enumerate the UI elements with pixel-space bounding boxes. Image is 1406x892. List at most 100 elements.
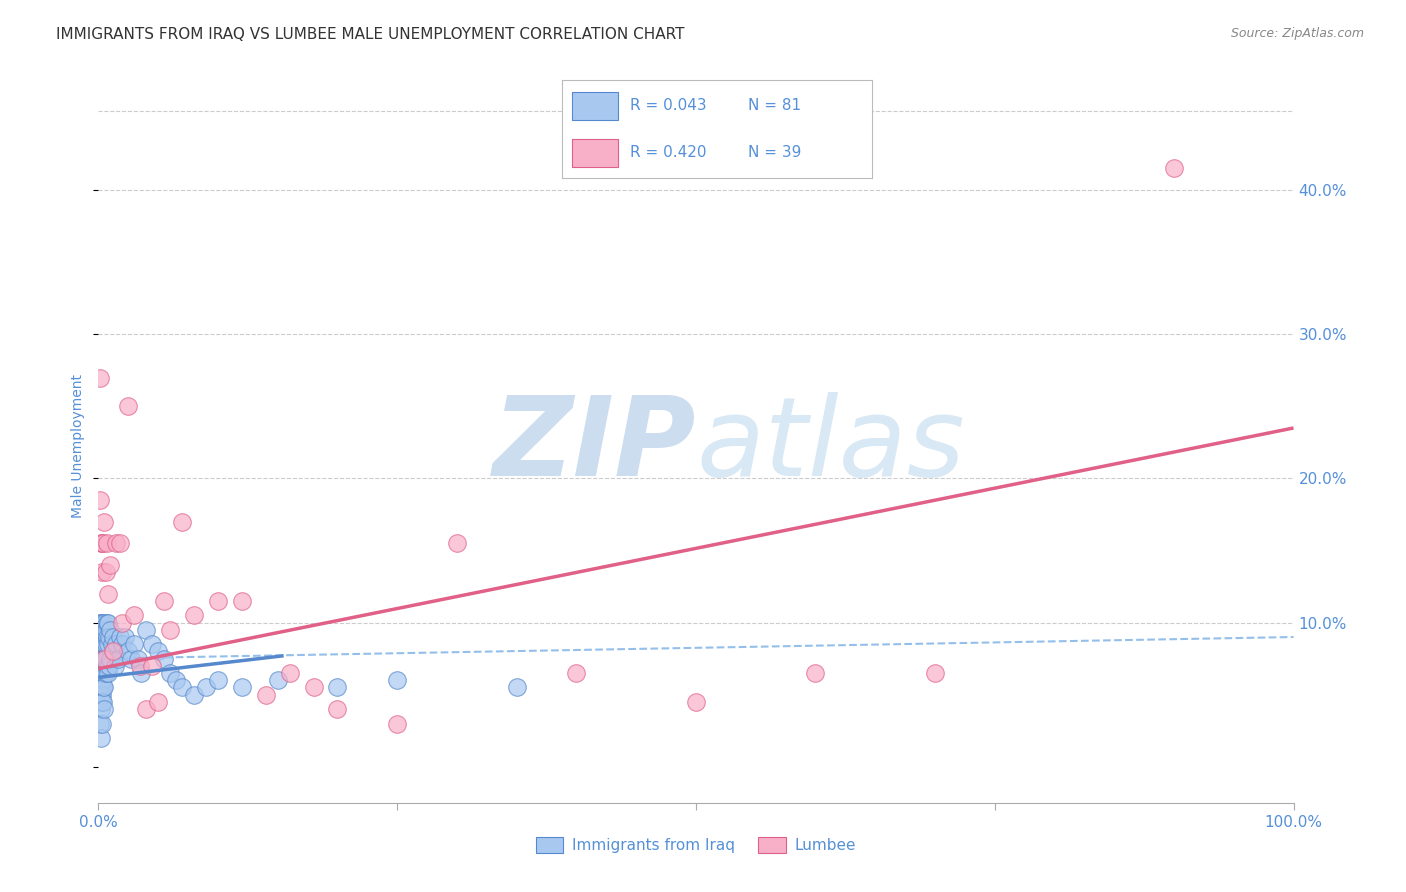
Point	[111, 615, 134, 630]
Y-axis label: Male Unemployment: Male Unemployment	[72, 374, 86, 518]
Bar	[572, 92, 619, 120]
Legend: Immigrants from Iraq, Lumbee: Immigrants from Iraq, Lumbee	[530, 831, 862, 859]
Point	[159, 623, 181, 637]
Point	[107, 651, 129, 665]
Point	[90, 702, 112, 716]
Point	[93, 515, 115, 529]
Point	[91, 565, 114, 579]
Point	[91, 536, 114, 550]
Point	[153, 594, 176, 608]
Text: Source: ZipAtlas.com: Source: ZipAtlas.com	[1230, 27, 1364, 40]
Point	[172, 515, 194, 529]
Text: R = 0.043: R = 0.043	[630, 98, 707, 113]
Point	[231, 594, 253, 608]
Point	[97, 637, 120, 651]
Point	[93, 615, 115, 630]
Point	[94, 651, 117, 665]
Point	[105, 637, 128, 651]
Point	[97, 666, 120, 681]
Point	[91, 673, 114, 688]
Point	[96, 615, 118, 630]
Point	[91, 623, 114, 637]
Point	[103, 644, 125, 658]
Point	[98, 623, 122, 637]
Point	[91, 695, 114, 709]
Point	[91, 658, 114, 673]
Point	[90, 644, 112, 658]
Bar	[572, 139, 619, 167]
Point	[506, 681, 529, 695]
Point	[91, 630, 114, 644]
Point	[267, 673, 290, 688]
Text: N = 39: N = 39	[748, 145, 801, 161]
Point	[101, 630, 124, 644]
Point	[90, 536, 112, 550]
Point	[89, 615, 111, 630]
Point	[385, 716, 409, 731]
Point	[148, 644, 170, 658]
Point	[91, 695, 114, 709]
Point	[98, 651, 122, 665]
Point	[89, 370, 111, 384]
Point	[127, 651, 149, 665]
Point	[114, 630, 136, 644]
Point	[385, 673, 409, 688]
Point	[446, 536, 468, 550]
Point	[254, 688, 277, 702]
Point	[93, 666, 115, 681]
Point	[104, 658, 127, 673]
Text: N = 81: N = 81	[748, 98, 801, 113]
Point	[278, 666, 301, 681]
Point	[89, 681, 111, 695]
Point	[141, 658, 163, 673]
Text: IMMIGRANTS FROM IRAQ VS LUMBEE MALE UNEMPLOYMENT CORRELATION CHART: IMMIGRANTS FROM IRAQ VS LUMBEE MALE UNEM…	[56, 27, 685, 42]
Point	[91, 716, 114, 731]
Point	[96, 536, 118, 550]
Point	[93, 630, 115, 644]
Point	[326, 702, 349, 716]
Point	[101, 644, 124, 658]
Point	[90, 731, 112, 745]
Text: ZIP: ZIP	[492, 392, 696, 500]
Point	[326, 681, 349, 695]
Point	[172, 681, 194, 695]
Point	[90, 688, 112, 702]
Text: R = 0.420: R = 0.420	[630, 145, 707, 161]
Point	[90, 615, 112, 630]
Point	[129, 658, 152, 673]
Point	[91, 637, 114, 651]
Point	[924, 666, 946, 681]
Point	[207, 594, 229, 608]
Point	[98, 630, 121, 644]
Point	[91, 615, 114, 630]
Point	[183, 608, 205, 623]
Point	[91, 651, 114, 665]
Point	[91, 688, 114, 702]
Point	[89, 630, 111, 644]
Point	[685, 695, 707, 709]
Point	[90, 658, 112, 673]
Point	[131, 666, 153, 681]
Point	[93, 637, 115, 651]
Point	[91, 637, 114, 651]
Point	[94, 623, 117, 637]
Point	[124, 608, 146, 623]
Point	[153, 651, 176, 665]
Point	[231, 681, 253, 695]
Point	[159, 666, 181, 681]
Point	[117, 644, 139, 658]
Point	[89, 716, 111, 731]
Point	[302, 681, 325, 695]
Point	[91, 651, 114, 665]
Point	[105, 536, 128, 550]
Point	[90, 681, 112, 695]
Point	[89, 658, 111, 673]
Text: atlas: atlas	[696, 392, 965, 500]
Point	[93, 702, 115, 716]
Point	[89, 644, 111, 658]
Point	[111, 637, 134, 651]
Point	[93, 651, 115, 665]
Point	[89, 493, 111, 508]
Point	[94, 666, 117, 681]
Point	[165, 673, 187, 688]
